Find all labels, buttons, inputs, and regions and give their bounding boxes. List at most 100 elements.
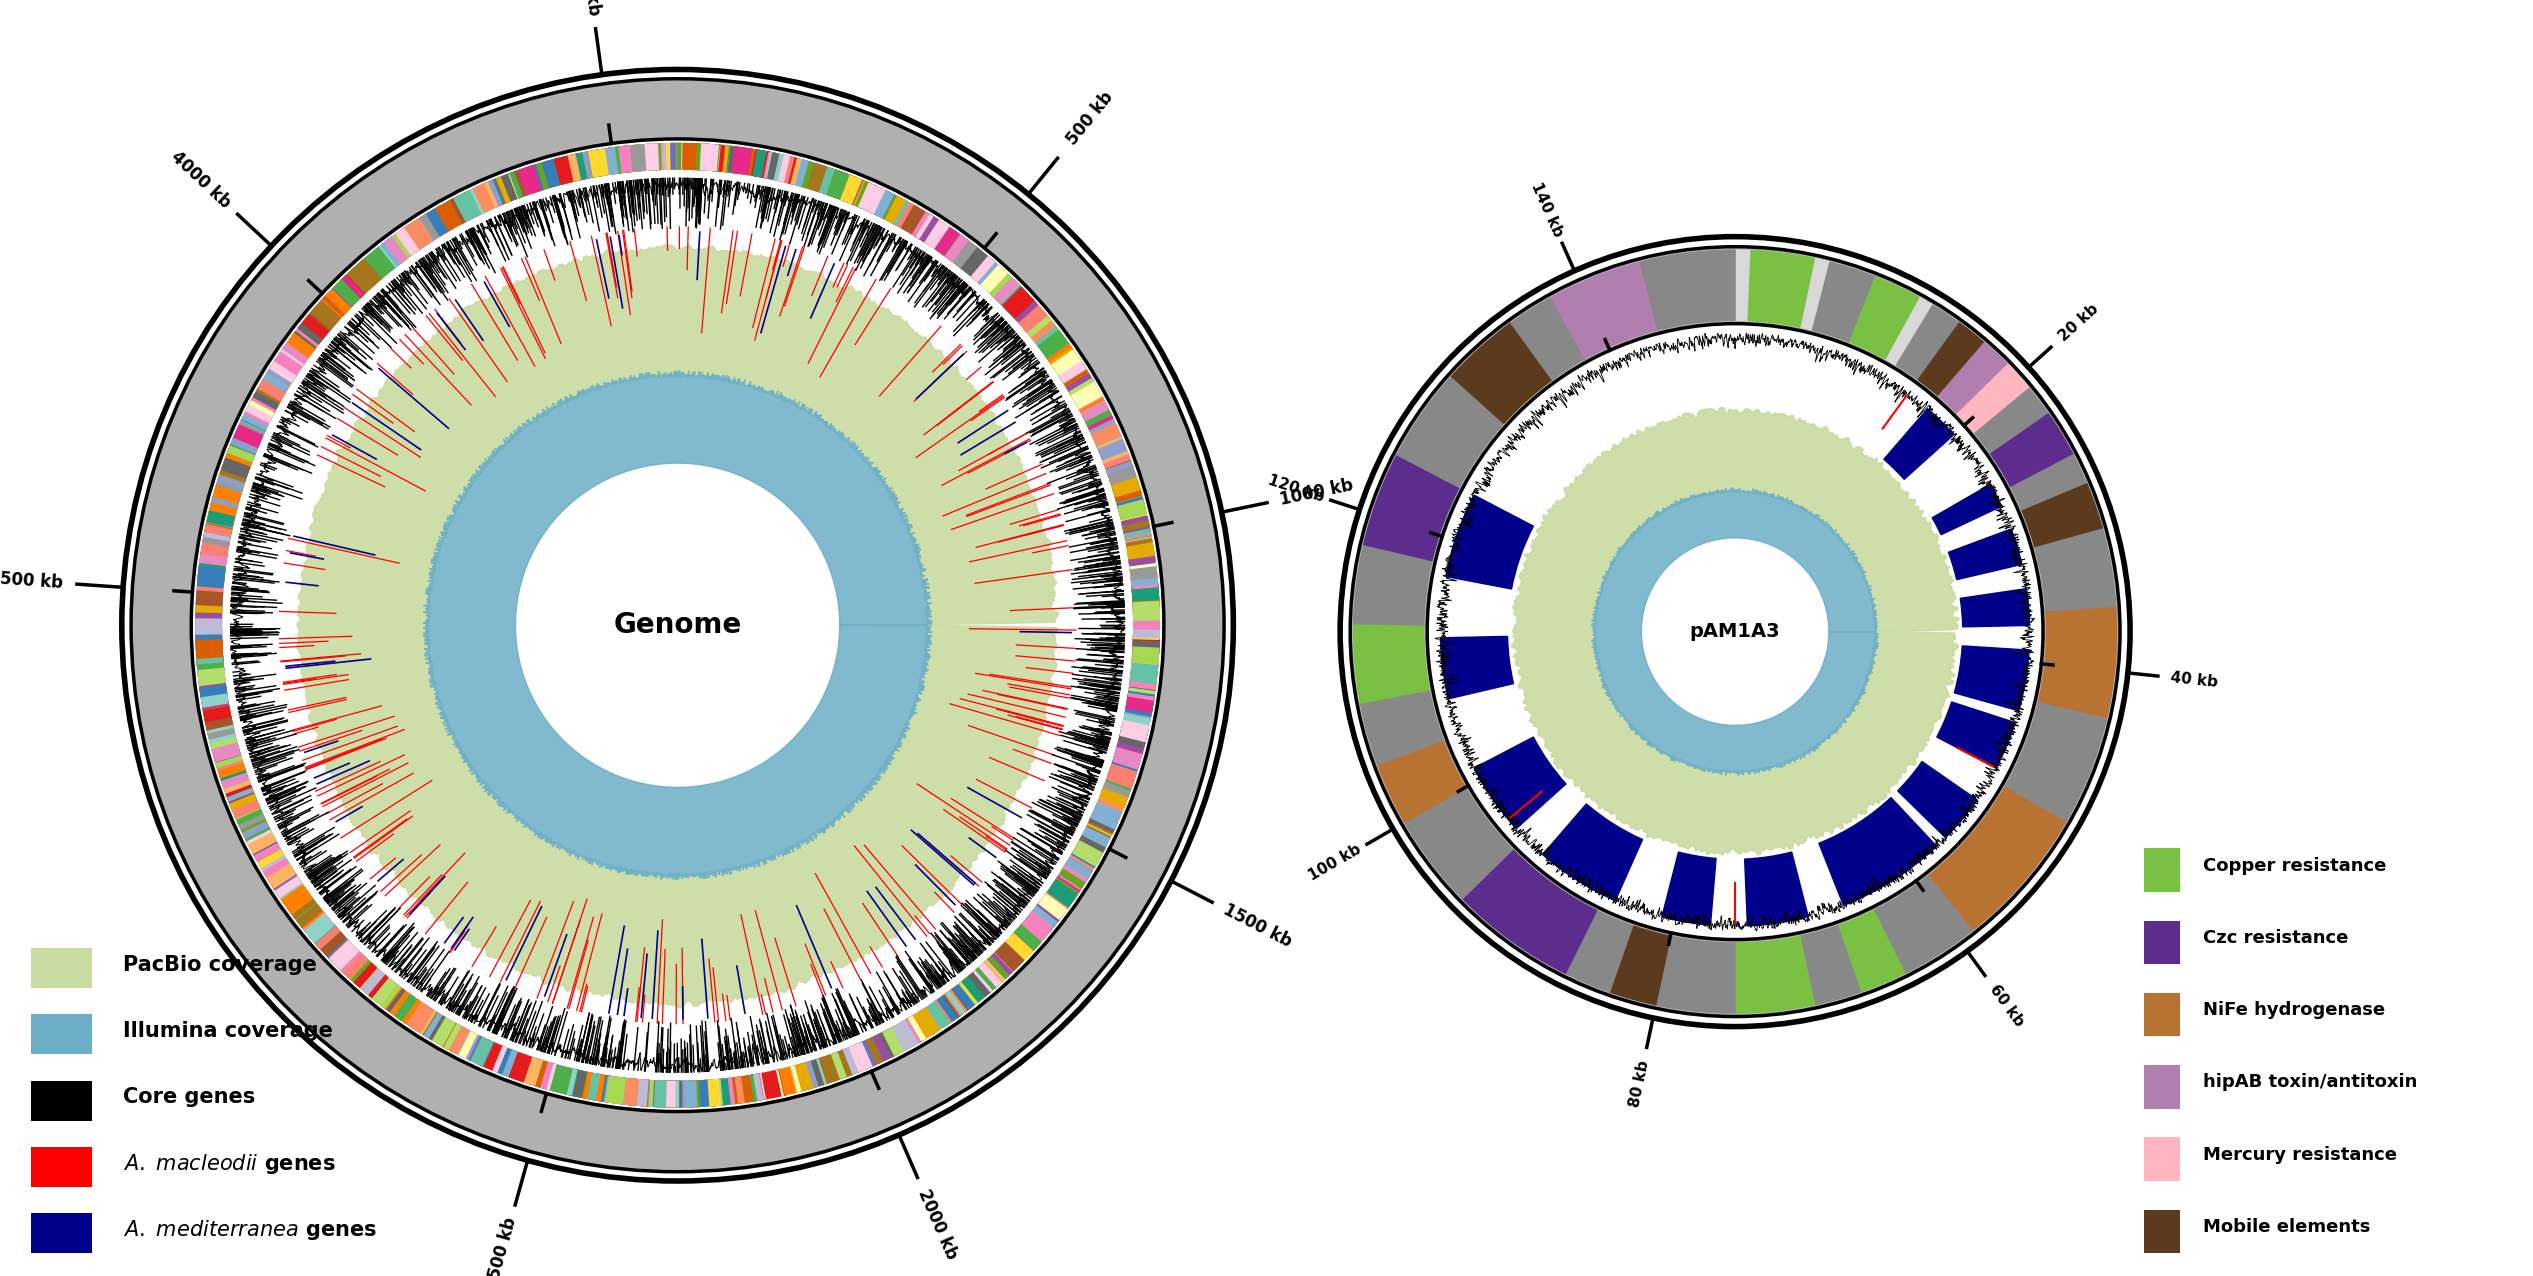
Wedge shape [990,276,1011,296]
Wedge shape [301,911,324,929]
Wedge shape [798,1062,816,1090]
Wedge shape [864,186,881,212]
Wedge shape [1132,592,1158,602]
Wedge shape [263,374,289,392]
Circle shape [1426,324,2044,939]
Wedge shape [831,1053,846,1078]
Wedge shape [507,171,527,199]
Wedge shape [692,144,704,170]
Wedge shape [854,180,866,205]
Wedge shape [616,1078,623,1104]
Wedge shape [228,447,253,462]
Wedge shape [552,1065,570,1094]
FancyBboxPatch shape [30,1081,91,1120]
Wedge shape [927,222,945,246]
Wedge shape [1099,789,1127,808]
Wedge shape [200,685,225,698]
Wedge shape [1127,690,1155,699]
Wedge shape [770,153,778,179]
Wedge shape [1132,593,1160,611]
Wedge shape [760,152,775,179]
Wedge shape [1132,575,1158,582]
Wedge shape [1125,715,1150,725]
Wedge shape [1132,646,1158,658]
Wedge shape [613,147,628,174]
Wedge shape [590,1074,598,1100]
Wedge shape [856,181,879,212]
Wedge shape [342,268,370,299]
Wedge shape [621,145,636,172]
Wedge shape [1135,625,1160,639]
Wedge shape [737,1077,745,1102]
Wedge shape [210,508,236,517]
Wedge shape [276,877,299,893]
Wedge shape [2011,454,2087,510]
Wedge shape [1122,721,1147,732]
Wedge shape [274,875,304,902]
Wedge shape [1087,411,1112,430]
Wedge shape [198,665,225,683]
Wedge shape [547,158,565,186]
Wedge shape [491,1045,507,1072]
Wedge shape [689,1081,709,1106]
Wedge shape [233,801,261,824]
Wedge shape [588,151,598,177]
Wedge shape [274,873,299,896]
Wedge shape [1049,345,1071,362]
Wedge shape [593,149,608,176]
Wedge shape [504,1050,519,1077]
Text: NiFe hydrogenase: NiFe hydrogenase [2204,1002,2386,1020]
Wedge shape [773,154,785,181]
Wedge shape [833,1050,854,1078]
FancyBboxPatch shape [2145,1065,2178,1109]
Wedge shape [697,144,702,170]
Wedge shape [1122,523,1150,537]
Wedge shape [765,153,783,180]
Wedge shape [727,147,737,172]
Wedge shape [203,703,228,712]
Wedge shape [238,814,268,840]
Wedge shape [451,195,474,222]
Wedge shape [813,165,823,190]
Wedge shape [334,946,357,967]
Wedge shape [1127,697,1153,704]
Wedge shape [198,672,225,689]
Wedge shape [970,963,1001,994]
Wedge shape [1814,262,1874,342]
Wedge shape [605,1077,626,1104]
Wedge shape [940,231,968,262]
Wedge shape [448,198,466,225]
Wedge shape [215,752,243,775]
Wedge shape [795,1063,813,1091]
Wedge shape [654,1081,661,1106]
Wedge shape [1056,877,1079,893]
Wedge shape [393,994,415,1020]
Wedge shape [1132,575,1158,582]
Wedge shape [988,957,1008,979]
Wedge shape [284,336,314,362]
Wedge shape [1115,753,1140,767]
Wedge shape [1084,406,1112,426]
Wedge shape [892,1025,909,1050]
Wedge shape [1001,286,1028,314]
Wedge shape [902,205,917,230]
Wedge shape [241,818,271,842]
Wedge shape [514,166,540,195]
Wedge shape [1107,466,1132,477]
Wedge shape [603,148,613,175]
Wedge shape [1120,726,1147,741]
Wedge shape [210,739,241,760]
Wedge shape [648,1081,664,1106]
Wedge shape [1132,641,1160,648]
Wedge shape [314,924,339,948]
Wedge shape [1117,498,1145,513]
Wedge shape [398,997,415,1020]
Wedge shape [208,721,233,734]
Wedge shape [198,671,225,688]
Wedge shape [304,308,334,337]
Wedge shape [1054,352,1077,371]
Wedge shape [314,925,339,947]
Wedge shape [360,967,382,994]
Wedge shape [570,1069,580,1096]
Wedge shape [1061,865,1087,887]
